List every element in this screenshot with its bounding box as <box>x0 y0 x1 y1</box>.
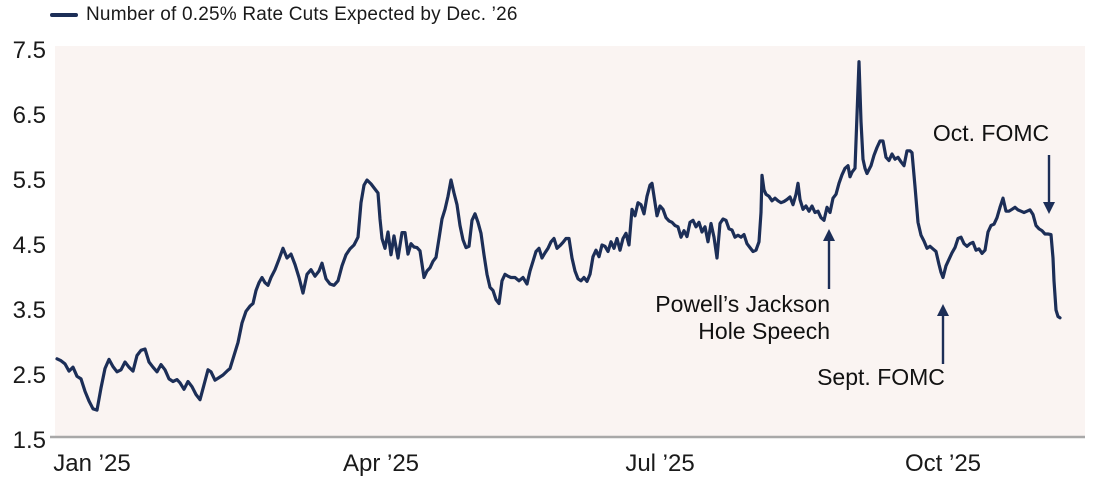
annotation-label-sept-fomc: Sept. FOMC <box>817 364 945 390</box>
y-axis-tick-label: 3.5 <box>13 297 46 324</box>
data-line <box>55 60 1062 412</box>
annotation-arrow-head-sept-fomc <box>937 304 949 316</box>
chart-legend: Number of 0.25% Rate Cuts Expected by De… <box>50 4 518 26</box>
legend-label: Number of 0.25% Rate Cuts Expected by De… <box>86 4 518 25</box>
legend-line-swatch <box>50 13 78 17</box>
x-axis-tick-label: Oct ’25 <box>905 450 981 477</box>
annotation-label-jackson-hole: Hole Speech <box>698 318 830 344</box>
x-axis-tick-label: Jul ’25 <box>625 450 694 477</box>
x-axis-tick-label: Jan ’25 <box>53 450 130 477</box>
x-axis-tick-label: Apr ’25 <box>343 450 419 477</box>
annotation-label-oct-fomc: Oct. FOMC <box>933 120 1049 146</box>
annotation-arrow-head-oct-fomc <box>1043 202 1055 214</box>
y-axis-tick-label: 2.5 <box>13 362 46 389</box>
y-axis-tick-label: 7.5 <box>13 37 46 64</box>
y-axis-tick-label: 1.5 <box>13 427 46 454</box>
y-axis-tick-label: 5.5 <box>13 167 46 194</box>
annotation-arrow-head-jackson-hole <box>823 229 835 241</box>
annotation-label-jackson-hole: Powell’s Jackson <box>655 291 830 317</box>
y-axis-tick-label: 6.5 <box>13 102 46 129</box>
y-axis-tick-label: 4.5 <box>13 232 46 259</box>
